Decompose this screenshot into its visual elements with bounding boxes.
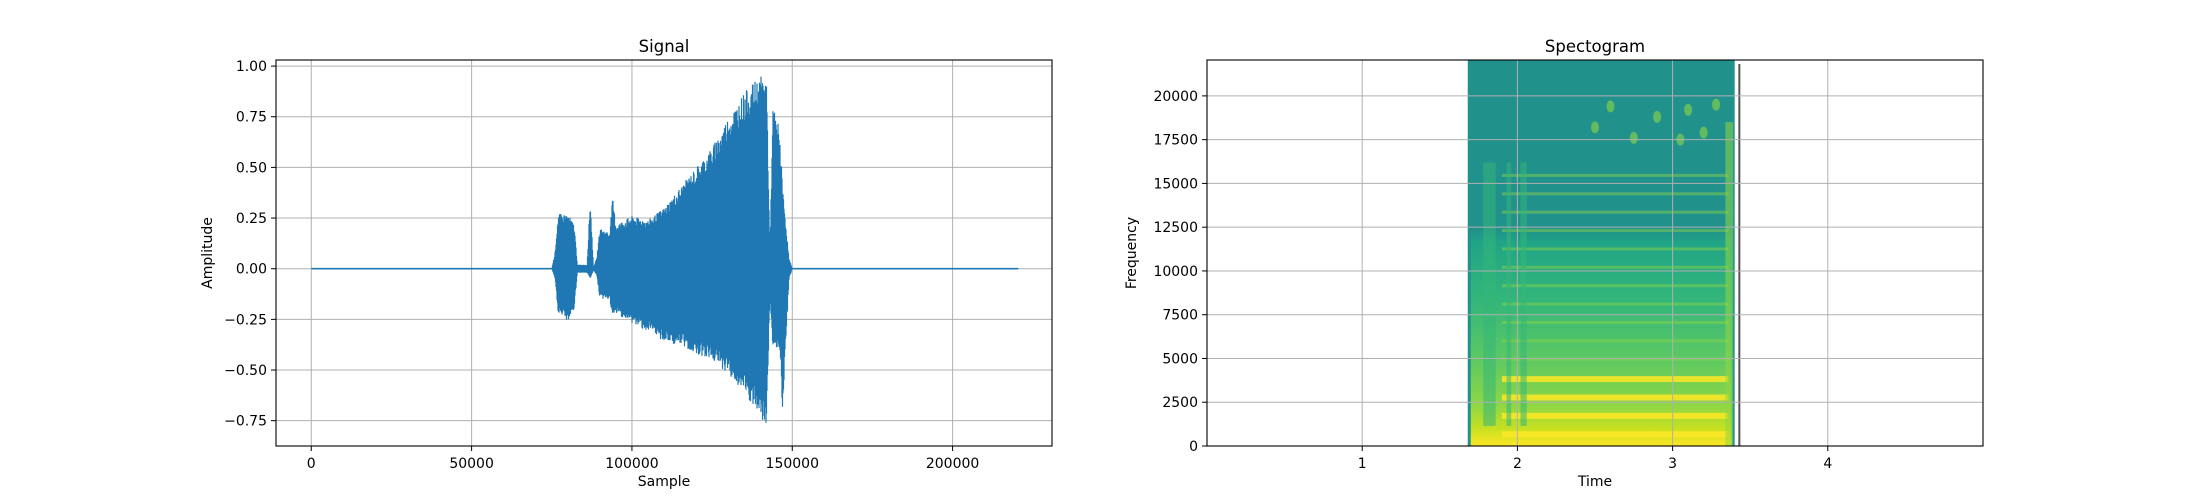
spectrogram-streak (1520, 162, 1527, 427)
signal-y-axis-label: Amplitude (200, 217, 216, 289)
spectrogram-streak (1483, 162, 1496, 427)
spectrogram-title: Spectogram (1545, 37, 1645, 56)
signal-plot-area (311, 76, 1019, 423)
spectrogram-y-tick-label: 10000 (1153, 264, 1198, 280)
signal-title: Signal (639, 37, 690, 56)
signal-y-tick-label: 0.00 (236, 262, 267, 278)
spectrogram-y-tick-label: 12500 (1153, 220, 1198, 236)
spectrogram-speckle (1712, 98, 1721, 111)
spectrogram-harmonic-band (1501, 339, 1729, 343)
spectrogram-harmonic-band (1501, 192, 1729, 196)
spectrogram-speckle (1653, 110, 1662, 123)
spectrogram-y-tick-label: 2500 (1162, 395, 1198, 411)
spectrogram-harmonic-band (1501, 412, 1729, 419)
signal-x-tick-label: 150000 (766, 456, 819, 472)
spectrogram-harmonic-band (1501, 284, 1729, 288)
spectrogram-speckle (1606, 100, 1615, 113)
signal-y-tick-label: −0.50 (224, 363, 267, 379)
spectrogram-harmonic-band (1501, 357, 1729, 361)
spectrogram-y-axis-label: Frequency (1124, 217, 1140, 289)
spectrogram-harmonic-band (1501, 431, 1729, 438)
spectrogram-y-tick-label: 17500 (1153, 133, 1198, 149)
signal-y-tick-label: 1.00 (236, 59, 267, 75)
signal-y-tick-label: −0.75 (224, 414, 267, 430)
signal-x-tick-label: 100000 (605, 456, 658, 472)
spectrogram-plot-area (1467, 60, 1741, 447)
spectrogram-harmonic-band (1501, 265, 1729, 269)
signal-x-tick-label: 0 (307, 456, 316, 472)
spectrogram-edge-band (1725, 122, 1734, 446)
signal-x-tick-label: 200000 (926, 456, 979, 472)
signal-axes: 0 50000 100000 150000 200000 −0.75 −0.50 −0.25… (200, 37, 1053, 490)
spectrogram-harmonic-band (1501, 320, 1729, 324)
signal-y-tick-label: 0.75 (236, 110, 267, 126)
signal-x-tick-label: 50000 (449, 456, 494, 472)
signal-y-tick-label: 0.25 (236, 211, 267, 227)
spectrogram-x-axis-label: Time (1577, 474, 1612, 490)
spectrogram-x-tick-label: 4 (1823, 456, 1832, 472)
spectrogram-harmonic-band (1501, 173, 1729, 177)
spectrogram-harmonic-band (1501, 247, 1729, 251)
spectrogram-y-tick-label: 15000 (1153, 176, 1198, 192)
spectrogram-y-tick-label: 20000 (1153, 89, 1198, 105)
spectrogram-speckle (1629, 131, 1638, 144)
spectrogram-x-tick-label: 3 (1668, 456, 1677, 472)
spectrogram-speckle (1591, 121, 1599, 134)
spectrogram-harmonic-band (1501, 394, 1729, 401)
spectrogram-y-tick-label: 7500 (1162, 308, 1198, 324)
spectrogram-speckle (1699, 126, 1708, 139)
spectrogram-y-tick-label: 0 (1189, 439, 1198, 455)
signal-x-ticks: 0 50000 100000 150000 200000 (307, 446, 979, 472)
spectrogram-x-tick-label: 2 (1513, 456, 1522, 472)
spectrogram-harmonic-band (1501, 302, 1729, 306)
spectrogram-harmonic-band (1501, 376, 1729, 383)
signal-waveform (551, 76, 793, 423)
signal-y-ticks: −0.75 −0.50 −0.25 0.00 0.25 0.50 0.75 1.00 (224, 59, 276, 430)
spectrogram-harmonic-band (1501, 229, 1729, 233)
signal-y-tick-label: −0.25 (224, 312, 267, 328)
spectrogram-y-ticks: 0 2500 5000 7500 10000 12500 15000 17500 20000 (1153, 89, 1207, 455)
spectrogram-speckle (1684, 103, 1693, 116)
spectrogram-x-ticks: 1 2 3 4 (1358, 446, 1832, 472)
spectrogram-axes-frame (1206, 59, 1984, 447)
spectrogram-streak (1506, 162, 1512, 427)
spectrogram-x-tick-label: 1 (1358, 456, 1367, 472)
signal-y-tick-label: 0.50 (236, 160, 267, 176)
spectrogram-axes: 1 2 3 4 0 2500 5000 7500 10000 12500 15000 17500 20… (1124, 37, 1984, 490)
spectrogram-grid (1207, 60, 1983, 447)
signal-axes-frame (275, 59, 1053, 447)
spectrogram-harmonic-band (1501, 210, 1729, 214)
signal-x-axis-label: Sample (638, 474, 691, 490)
spectrogram-y-tick-label: 5000 (1162, 351, 1198, 367)
